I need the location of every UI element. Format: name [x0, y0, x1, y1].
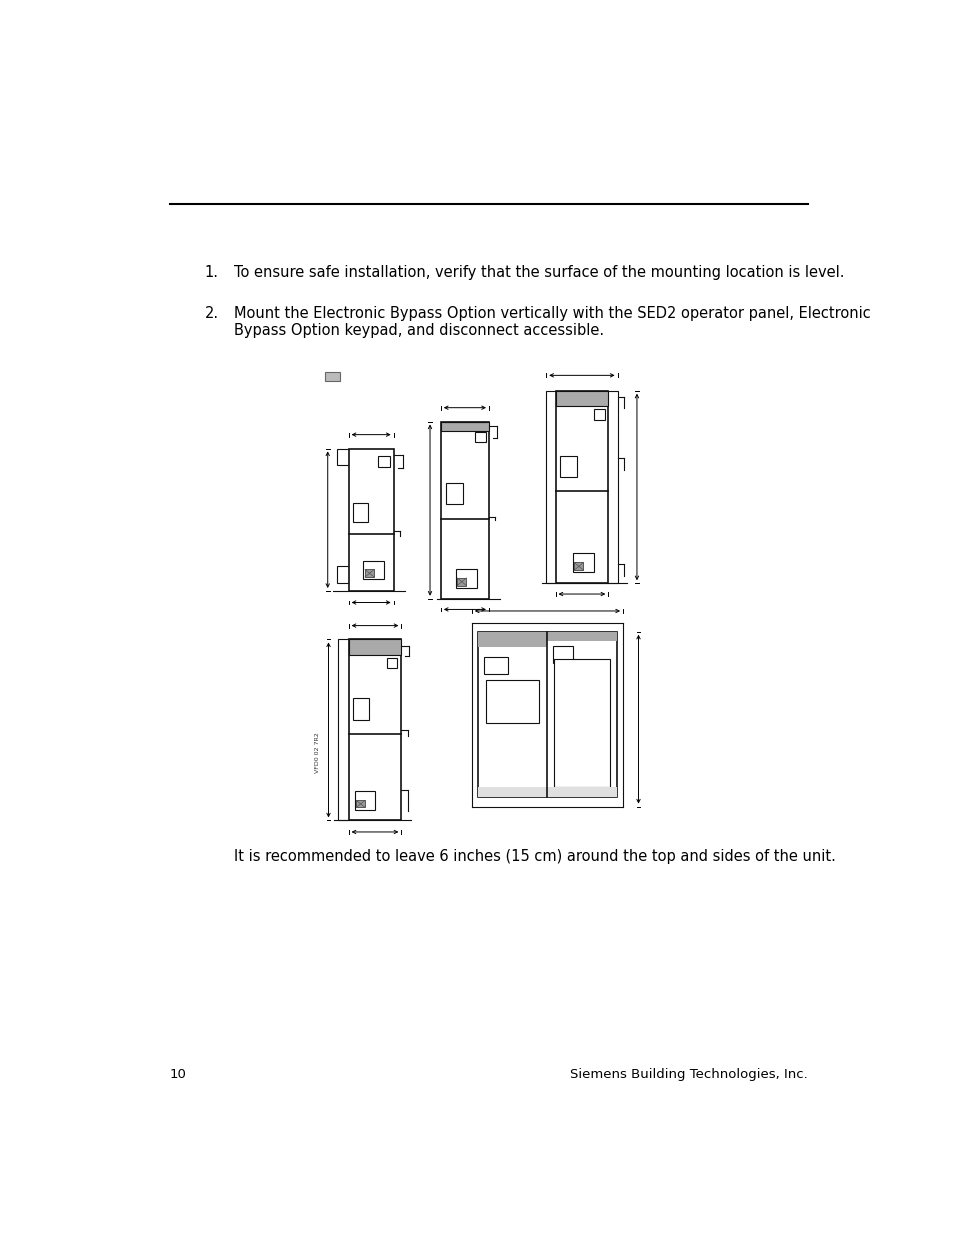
Bar [554, 659, 609, 787]
Bar [356, 800, 365, 808]
Text: To ensure safe installation, verify that the surface of the mounting location is: To ensure safe installation, verify that… [233, 266, 843, 280]
Bar [377, 456, 390, 467]
Bar [555, 390, 608, 406]
Bar [572, 553, 593, 573]
Bar [440, 421, 488, 599]
Bar [593, 409, 604, 420]
Bar [353, 503, 368, 522]
Bar [485, 680, 538, 722]
Bar [477, 632, 546, 647]
Bar [555, 390, 608, 583]
Bar [553, 646, 572, 662]
Bar [546, 390, 617, 583]
Bar [365, 569, 374, 577]
Bar [336, 567, 348, 583]
Bar [456, 568, 476, 588]
Bar [574, 562, 583, 571]
Bar [348, 640, 401, 655]
Bar [445, 483, 462, 504]
Bar [559, 456, 577, 477]
Bar [363, 561, 383, 579]
Bar [324, 372, 340, 380]
Bar [355, 792, 375, 810]
Bar [353, 698, 369, 720]
Bar [348, 448, 394, 592]
Bar [456, 578, 466, 585]
Bar [484, 657, 507, 674]
Bar [546, 632, 617, 641]
Text: 1.: 1. [204, 266, 218, 280]
Text: Siemens Building Technologies, Inc.: Siemens Building Technologies, Inc. [570, 1068, 807, 1082]
Bar [348, 640, 401, 820]
Text: It is recommended to leave 6 inches (15 cm) around the top and sides of the unit: It is recommended to leave 6 inches (15 … [233, 848, 835, 864]
Text: VFD0 02 7R2: VFD0 02 7R2 [314, 732, 320, 773]
Bar [477, 632, 617, 798]
Bar [475, 432, 485, 442]
Text: Mount the Electronic Bypass Option vertically with the SED2 operator panel, Elec: Mount the Electronic Bypass Option verti… [233, 306, 870, 338]
Text: 2.: 2. [204, 306, 218, 321]
Text: 10: 10 [170, 1068, 186, 1082]
Bar [337, 640, 348, 820]
Bar [386, 658, 397, 668]
Bar [336, 448, 348, 466]
Bar [477, 787, 617, 798]
Bar [440, 421, 488, 431]
